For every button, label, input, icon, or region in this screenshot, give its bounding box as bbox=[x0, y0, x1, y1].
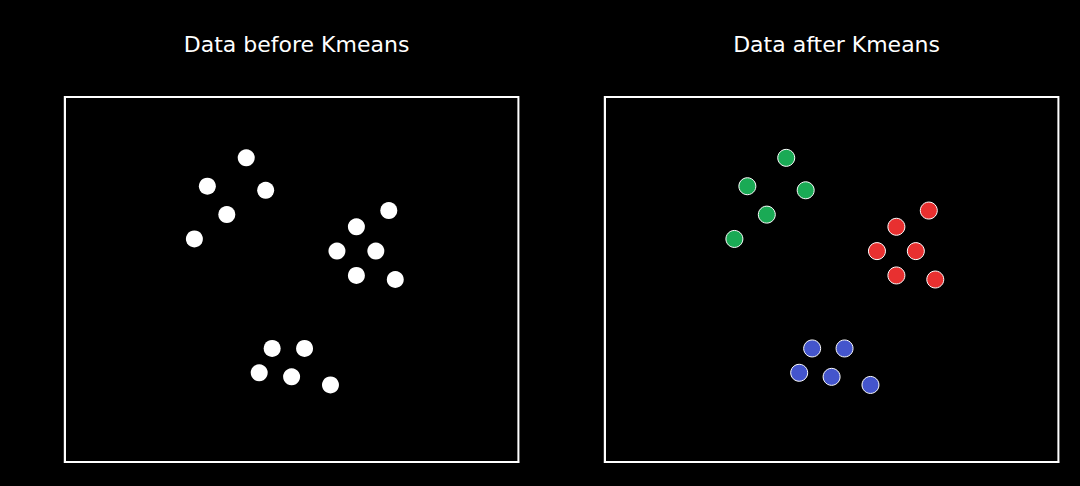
svg-text:Data before Kmeans: Data before Kmeans bbox=[184, 32, 410, 57]
svg-text:Data after Kmeans: Data after Kmeans bbox=[733, 32, 940, 57]
